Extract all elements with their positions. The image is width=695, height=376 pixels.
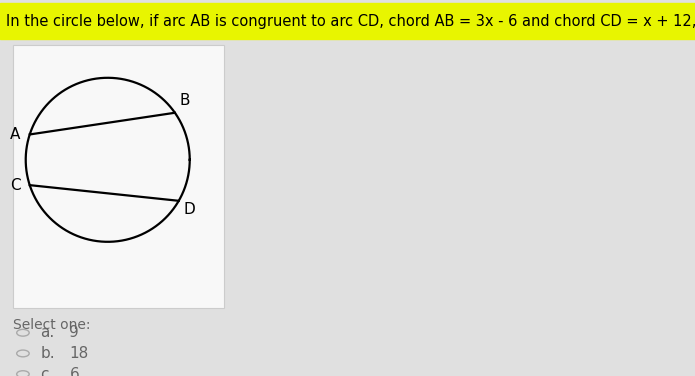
Text: B: B	[179, 93, 190, 108]
Text: 6: 6	[70, 367, 79, 376]
FancyBboxPatch shape	[13, 45, 224, 308]
Text: c.: c.	[40, 367, 54, 376]
Text: D: D	[183, 202, 195, 217]
Text: b.: b.	[40, 346, 55, 361]
FancyBboxPatch shape	[0, 3, 695, 39]
Text: In the circle below, if arc AB is congruent to arc CD, chord AB = 3x - 6 and cho: In the circle below, if arc AB is congru…	[6, 14, 695, 29]
Text: Select one:: Select one:	[13, 318, 90, 332]
Text: C: C	[10, 177, 21, 193]
Text: A: A	[10, 127, 21, 142]
Text: 18: 18	[70, 346, 89, 361]
Text: 9: 9	[70, 325, 79, 340]
Text: a.: a.	[40, 325, 55, 340]
